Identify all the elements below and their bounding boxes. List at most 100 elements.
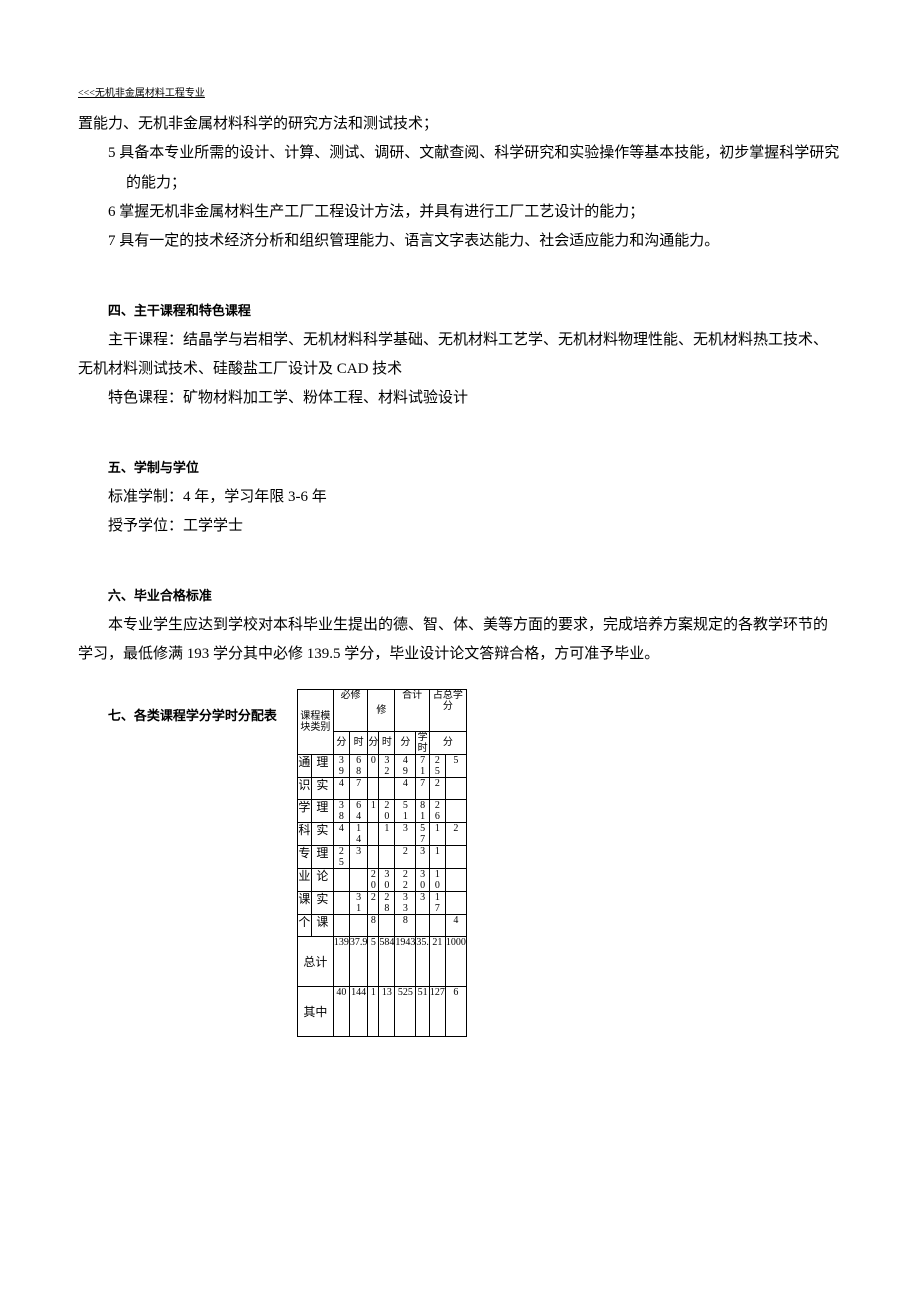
table-row: 识实47472 [297,778,466,800]
section-7-title: 七、各类课程学分学时分配表 [78,703,277,728]
th-shi2: 时 [379,732,395,755]
cell-i: 1 [429,823,445,846]
section-4-title: 四、主干课程和特色课程 [78,298,842,323]
body-item-6: 6 掌握无机非金属材料生产工厂工程设计方法，并具有进行工厂工艺设计的能力； [78,198,842,227]
body-text-top: 置能力、无机非金属材料科学的研究方法和测试技术； [78,110,842,139]
section-5-p1: 标准学制：4 年，学习年限 3-6 年 [78,483,842,512]
cell-a: 个 [297,915,311,937]
cell-b: 实 [311,823,333,846]
qz-g: 525 [395,987,416,1037]
cell-g: 4 [395,778,416,800]
cell-b: 实 [311,892,333,915]
cell-h: 57 [416,823,430,846]
cell-e: 1 [368,800,379,823]
cell-h: 71 [416,755,430,778]
cell-c [333,892,349,915]
cell-b: 论 [311,869,333,892]
qz-j: 6 [445,987,466,1037]
cell-d [349,915,368,937]
cell-f: 20 [379,800,395,823]
qz-i: 127 [429,987,445,1037]
cell-a: 业 [297,869,311,892]
cell-j: 5 [445,755,466,778]
cell-c [333,869,349,892]
section-6-title: 六、毕业合格标准 [78,583,842,608]
cell-b: 理 [311,846,333,869]
cell-d: 14 [349,823,368,846]
qz-c: 40 [333,987,349,1037]
table-row: 课实3122833317 [297,892,466,915]
cell-f [379,778,395,800]
th-category: 课程模块类别 [297,690,333,755]
cell-i: 25 [429,755,445,778]
cell-d: 7 [349,778,368,800]
cell-i: 2 [429,778,445,800]
section-6-p1: 本专业学生应达到学校对本科毕业生提出的德、智、体、美等方面的要求，完成培养方案规… [78,611,842,670]
cell-j [445,800,466,823]
cell-h: 30 [416,869,430,892]
th-bixiu: 必修 [333,690,368,732]
cell-h [416,915,430,937]
cell-i: 1 [429,846,445,869]
cell-f: 1 [379,823,395,846]
section-4-p2: 特色课程：矿物材料加工学、粉体工程、材料试验设计 [78,384,842,413]
cell-h: 3 [416,846,430,869]
cell-g: 8 [395,915,416,937]
cell-a: 专 [297,846,311,869]
total-c: 139 [333,937,349,987]
cell-f: 32 [379,755,395,778]
cell-e [368,823,379,846]
table-row: 学理3864120518126 [297,800,466,823]
cell-i [429,915,445,937]
cell-f: 28 [379,892,395,915]
cell-g: 49 [395,755,416,778]
th-xiu: 修 [368,690,395,732]
cell-c: 39 [333,755,349,778]
section-5-p2: 授予学位：工学学士 [78,512,842,541]
table-row: 专理253231 [297,846,466,869]
total-e: 5 [368,937,379,987]
cell-e: 20 [368,869,379,892]
cell-g: 51 [395,800,416,823]
cell-j [445,846,466,869]
cell-i: 10 [429,869,445,892]
cell-h: 81 [416,800,430,823]
body-item-7: 7 具有一定的技术经济分析和组织管理能力、语言文字表达能力、社会适应能力和沟通能… [78,227,842,256]
body-item-5: 5 具备本专业所需的设计、计算、测试、调研、文献查阅、科学研究和实验操作等基本技… [78,139,842,198]
cell-i: 26 [429,800,445,823]
cell-b: 理 [311,800,333,823]
cell-j: 2 [445,823,466,846]
total-g: 1943 [395,937,416,987]
cell-a: 课 [297,892,311,915]
total-f: 584 [379,937,395,987]
cell-c: 4 [333,823,349,846]
cell-j: 4 [445,915,466,937]
cell-j [445,778,466,800]
breadcrumb-link[interactable]: <<<无机非金属材料工程专业 [78,87,205,100]
total-d: 37.9 [349,937,368,987]
cell-i: 17 [429,892,445,915]
qz-f: 13 [379,987,395,1037]
cell-f: 30 [379,869,395,892]
total-h: 35. [416,937,430,987]
th-fen3: 分 [395,732,416,755]
cell-g: 33 [395,892,416,915]
cell-b: 课 [311,915,333,937]
qz-e: 1 [368,987,379,1037]
cell-d: 31 [349,892,368,915]
th-shi3: 学时 [416,732,430,755]
row-qizhong-label: 其中 [297,987,333,1037]
cell-c [333,915,349,937]
total-j: 1000 [445,937,466,987]
cell-c: 25 [333,846,349,869]
row-total-label: 总计 [297,937,333,987]
qz-d: 144 [349,987,368,1037]
th-zhanzong: 占总学分 [429,690,466,732]
cell-d [349,869,368,892]
cell-j [445,892,466,915]
cell-a: 科 [297,823,311,846]
cell-f [379,915,395,937]
cell-b: 理 [311,755,333,778]
cell-h: 3 [416,892,430,915]
table-row: 个课884 [297,915,466,937]
